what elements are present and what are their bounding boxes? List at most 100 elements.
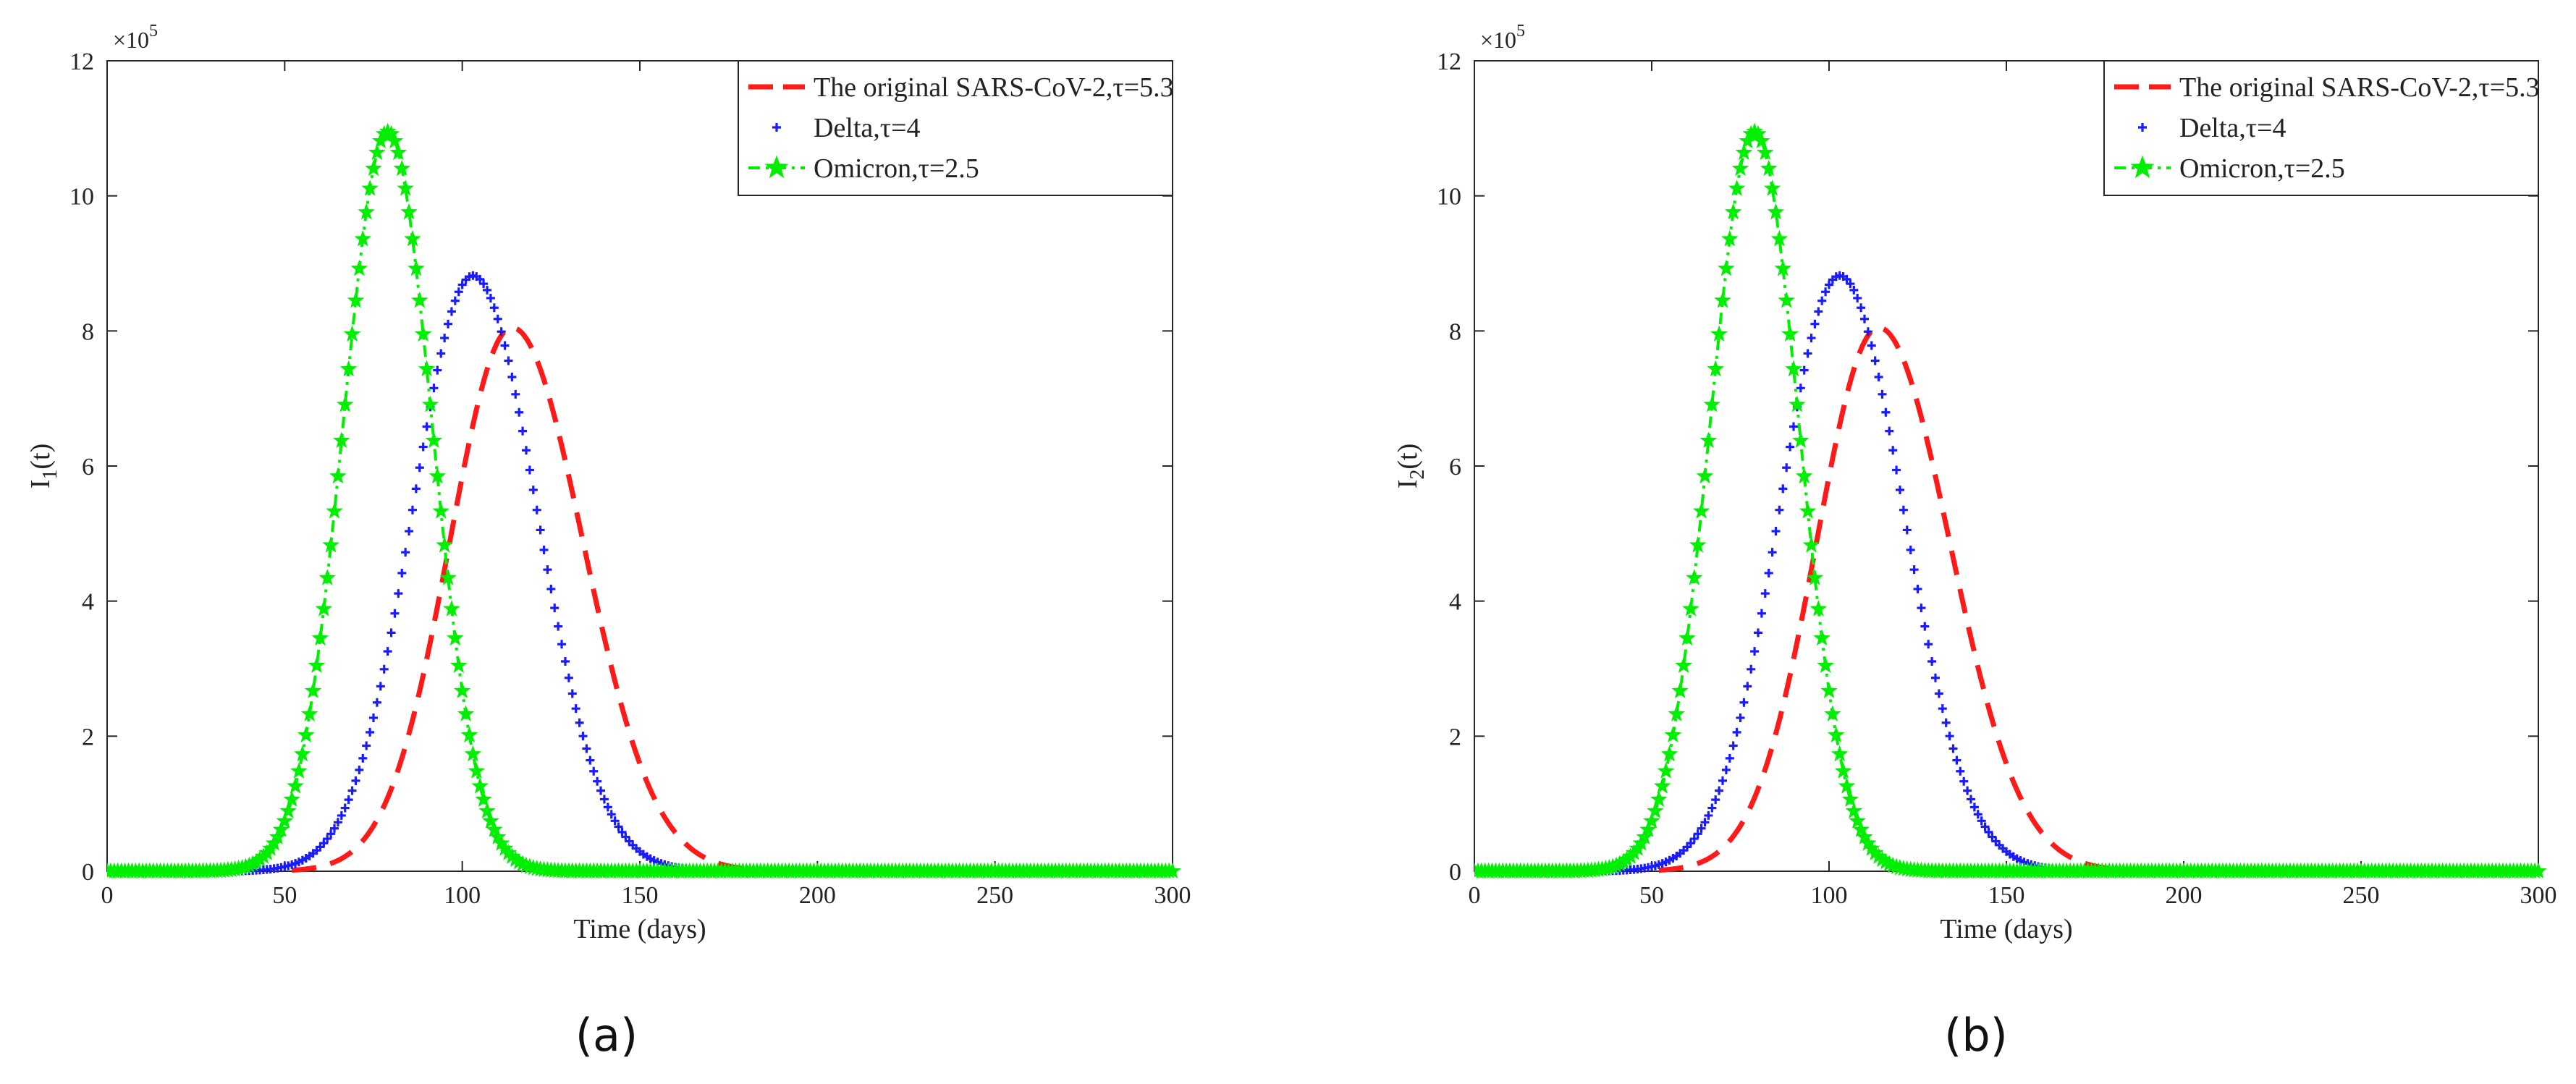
series-3 [1474, 122, 2547, 879]
omicron-point [464, 745, 482, 762]
delta-point [405, 527, 414, 536]
delta-point [323, 834, 332, 844]
legend: The original SARS-CoV-2,τ=5.3 Delta,τ=4 Om… [738, 60, 1174, 196]
delta-point [1711, 795, 1720, 805]
legend-label: The original SARS-CoV-2,τ=5.3 [2179, 72, 2540, 103]
delta-point [486, 293, 495, 302]
delta-point [1704, 810, 1713, 820]
omicron-point [1849, 812, 1867, 829]
omicron-point [457, 705, 475, 721]
delta-point [1888, 446, 1898, 455]
delta-point [532, 505, 541, 515]
x-tick-label: 150 [1988, 882, 2025, 909]
y-tick-label: 2 [1449, 724, 1461, 750]
series-1 [291, 325, 754, 873]
omicron-point [322, 536, 339, 553]
chart-panel-2: 0 50 100 150 200 250 300 0 2 4 6 8 10 12 ×105 Time (day… [1393, 22, 2557, 944]
omicron-point [339, 360, 358, 377]
omicron-point [386, 132, 404, 149]
delta-point [1874, 373, 1883, 382]
delta-point [1896, 485, 1904, 494]
omicron-point [460, 726, 478, 743]
omicron-point [272, 821, 290, 837]
delta-point [1728, 741, 1738, 750]
delta-point [1689, 834, 1699, 844]
delta-point [1969, 803, 1979, 812]
omicron-point [482, 812, 499, 829]
omicron-point [1657, 762, 1675, 779]
omicron-point [1834, 762, 1852, 779]
delta-point [1842, 274, 1851, 284]
delta-point [1700, 818, 1710, 827]
delta-point [444, 319, 453, 329]
omicron-point [1710, 325, 1728, 342]
delta-point [1920, 622, 1930, 631]
delta-point [539, 545, 549, 554]
x-tick-label: 100 [444, 882, 481, 909]
legend-swatch-star [2130, 155, 2155, 179]
omicron-point [1696, 467, 1714, 484]
omicron-point [432, 502, 450, 519]
chart-panel-1: 0 50 100 150 200 250 300 0 2 4 6 8 10 12 ×105 Time (day… [25, 22, 1191, 944]
legend-box [2103, 60, 2539, 196]
omicron-point [425, 431, 443, 448]
legend-label: The original SARS-CoV-2,τ=5.3 [814, 72, 1174, 103]
x-tick-label: 250 [2343, 882, 2380, 909]
legend-item-3: Omicron,τ=2.5 [2114, 153, 2345, 184]
delta-point [1952, 755, 1961, 765]
delta-point [454, 287, 463, 297]
omicron-point [365, 159, 382, 177]
delta-point [543, 565, 552, 575]
delta-point [518, 426, 528, 436]
omicron-point [1763, 179, 1781, 196]
omicron-point [1692, 502, 1710, 519]
omicron-point [436, 536, 453, 553]
omicron-point [287, 777, 304, 794]
omicron-point [471, 777, 489, 794]
delta-point [500, 341, 510, 350]
legend-item-1: The original SARS-CoV-2,τ=5.3 [2114, 72, 2540, 103]
omicron-point [1799, 502, 1817, 519]
y-tick-label: 0 [82, 859, 94, 886]
delta-point [401, 548, 410, 557]
delta-point [1768, 548, 1777, 557]
delta-point [1956, 766, 1965, 776]
omicron-point [407, 259, 425, 276]
delta-point [411, 484, 421, 494]
omicron-point [361, 179, 379, 196]
x-tick-label: 50 [1639, 882, 1664, 909]
legend-label: Delta,τ=4 [814, 113, 921, 143]
x-tick-label: 200 [799, 882, 836, 909]
delta-point [582, 744, 591, 753]
delta-point [1860, 314, 1869, 323]
delta-point [340, 803, 350, 813]
y-tick-label: 4 [82, 589, 94, 616]
delta-point [603, 803, 612, 812]
x-tick-label: 300 [2520, 882, 2557, 909]
delta-point [418, 442, 428, 452]
y-multiplier: ×105 [113, 22, 158, 53]
delta-point [1764, 568, 1773, 577]
y-axis-label: I1(t) [25, 444, 62, 489]
omicron-point [475, 790, 492, 807]
delta-point [1814, 307, 1823, 316]
delta-point [1878, 389, 1887, 399]
panel-label: (a) [575, 1009, 638, 1062]
delta-point [1885, 426, 1894, 436]
y-tick-label: 8 [82, 318, 94, 345]
delta-point [394, 589, 403, 598]
delta-point [1892, 465, 1901, 475]
delta-point [372, 698, 381, 707]
delta-point [1743, 682, 1752, 691]
omicron-point [449, 656, 468, 673]
delta-point [1715, 786, 1724, 795]
omicron-point [1685, 569, 1703, 585]
delta-point [571, 704, 580, 714]
omicron-point [1809, 600, 1828, 617]
delta-point [1917, 604, 1926, 613]
delta-point [1721, 766, 1731, 775]
delta-point [1924, 640, 1933, 649]
omicron-point [1767, 203, 1785, 220]
x-axis-label: Time (days) [573, 914, 706, 944]
delta-point [1980, 822, 1990, 831]
